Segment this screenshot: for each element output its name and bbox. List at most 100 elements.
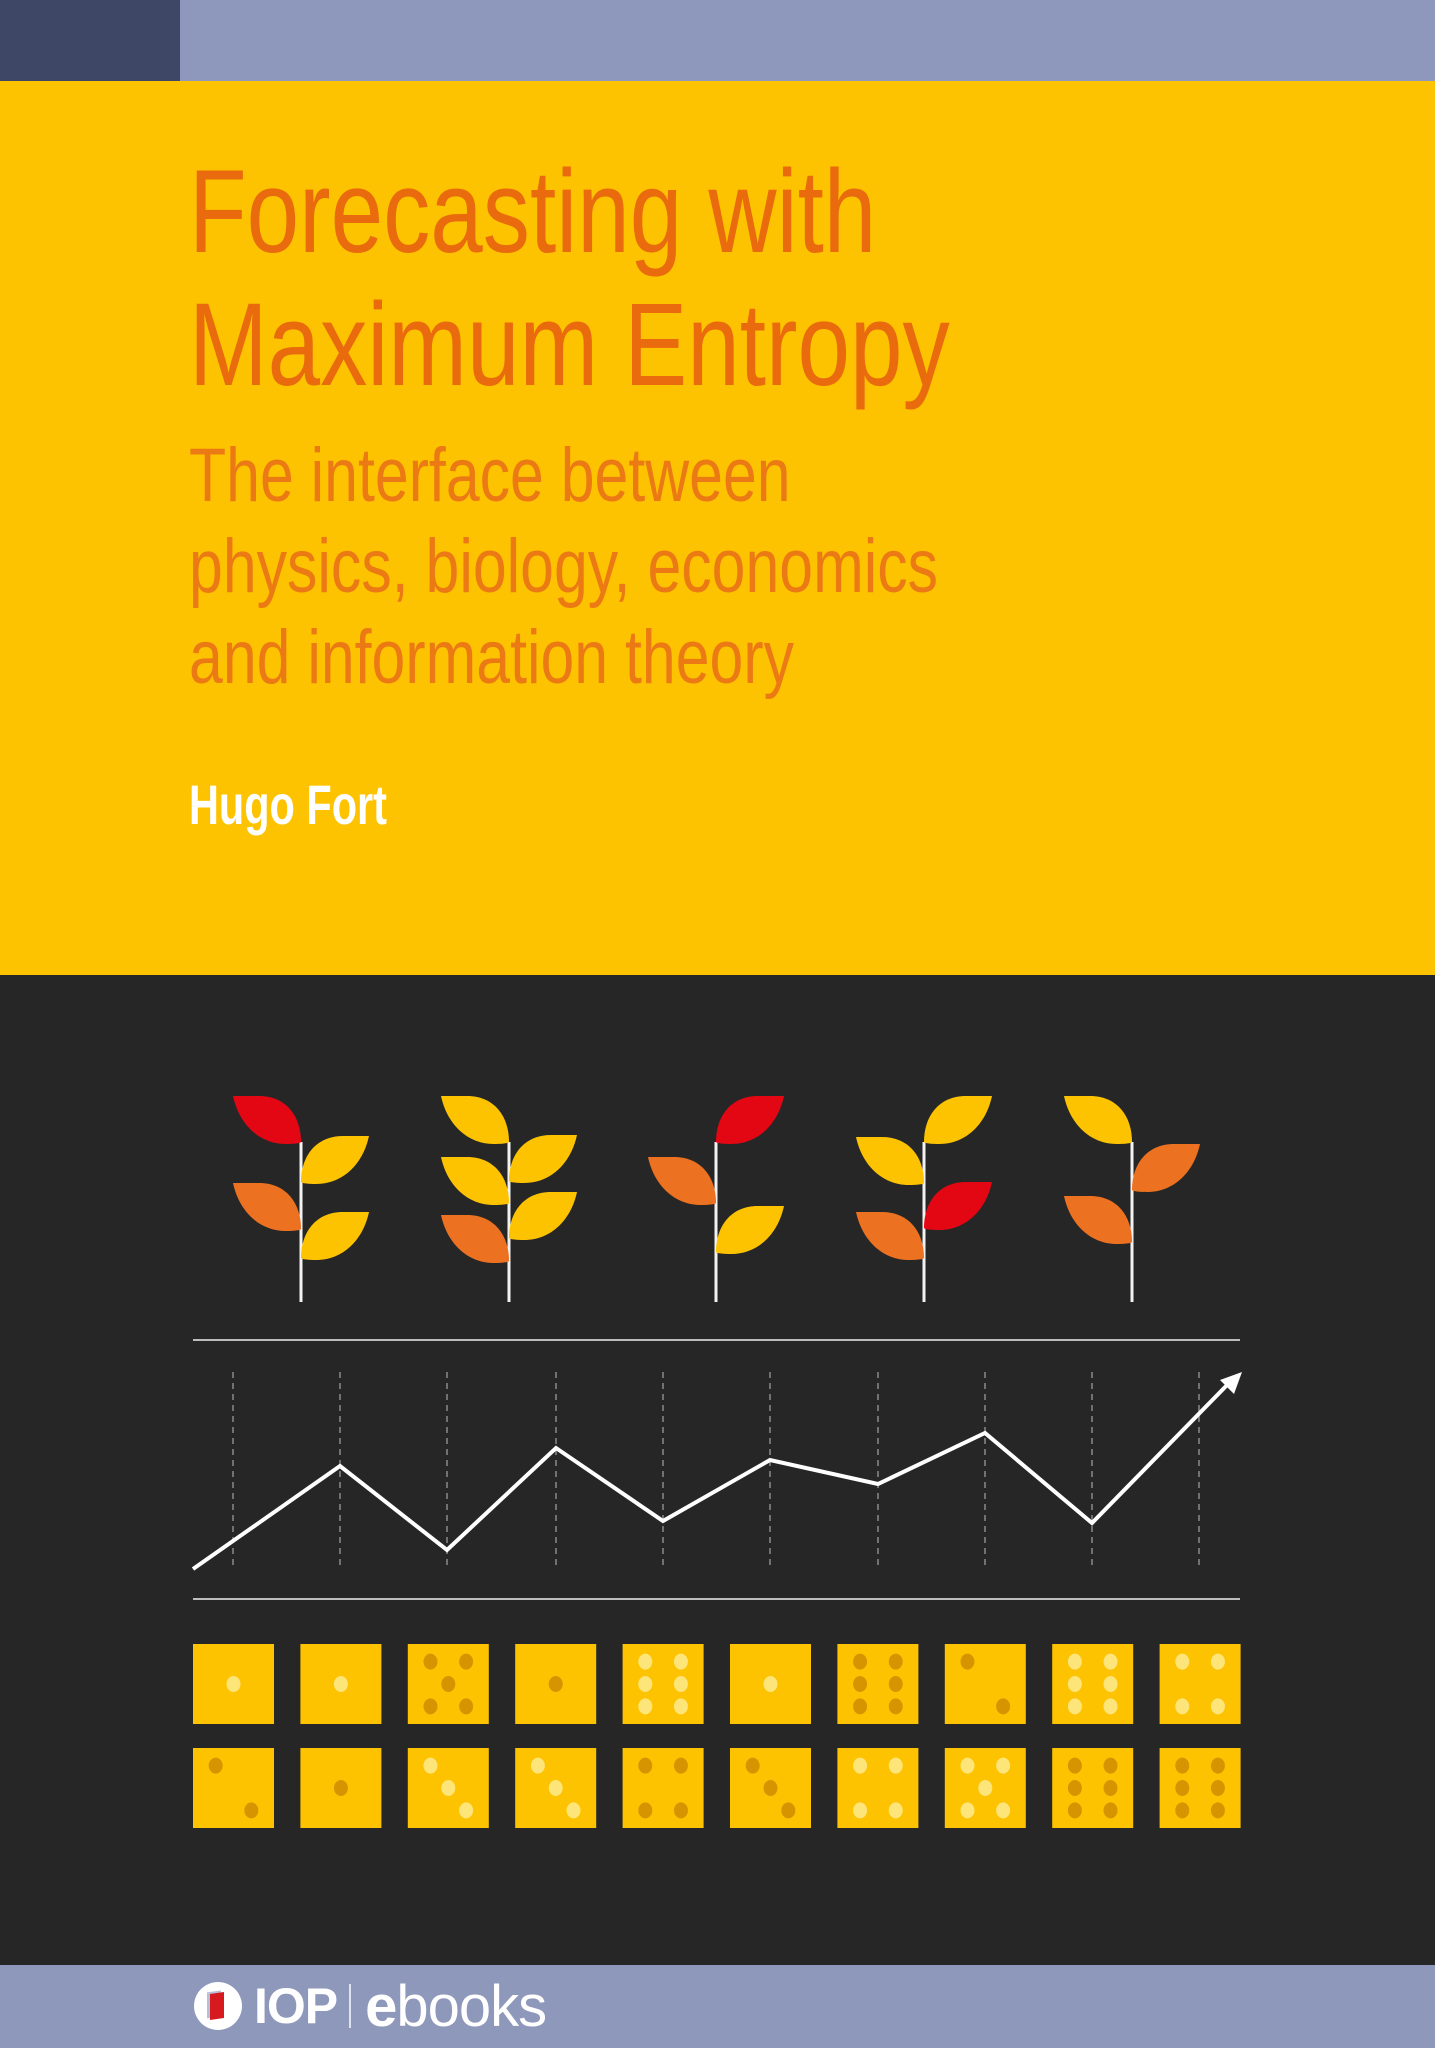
die-pip	[673, 1802, 688, 1819]
die-pip	[888, 1757, 903, 1774]
leaf-yellow	[509, 1135, 577, 1183]
die-pip	[673, 1698, 688, 1715]
die-pip	[459, 1653, 474, 1670]
die-4	[837, 1748, 919, 1828]
die-pip	[1175, 1780, 1190, 1796]
leaf-orange	[441, 1215, 509, 1263]
die-pip	[1103, 1780, 1118, 1796]
die-pip	[423, 1757, 438, 1774]
die-pip	[1067, 1676, 1082, 1692]
leaf-yellow	[509, 1192, 577, 1240]
author-name: Hugo Fort	[189, 773, 387, 836]
die-pip	[566, 1802, 581, 1819]
die-4	[1159, 1644, 1241, 1724]
die-6	[837, 1644, 919, 1724]
die-pip	[208, 1757, 223, 1774]
die-pip	[1175, 1757, 1190, 1774]
subtitle-line: The interface between	[189, 433, 791, 518]
die-pip	[763, 1676, 778, 1692]
die-pip	[745, 1757, 760, 1774]
die-pip	[781, 1802, 796, 1819]
die-pip	[441, 1676, 456, 1692]
die-pip	[960, 1757, 975, 1774]
die-pip	[1210, 1757, 1225, 1774]
leaf-red	[233, 1096, 301, 1144]
leaf-orange	[1064, 1196, 1132, 1244]
die-pip	[978, 1780, 993, 1796]
die-pip	[226, 1676, 241, 1692]
leaf-orange	[233, 1183, 301, 1231]
die-pip	[1103, 1802, 1118, 1819]
book-title: Forecasting with Maximum Entropy	[189, 146, 1140, 412]
die-6	[1052, 1748, 1134, 1828]
book-subtitle: The interface between physics, biology, …	[189, 430, 1125, 703]
die-pip	[244, 1802, 259, 1819]
leaf-red	[716, 1096, 784, 1144]
die-pip	[1175, 1653, 1190, 1670]
die-pip	[853, 1698, 868, 1715]
title-panel	[0, 81, 1435, 975]
die-pip	[996, 1802, 1011, 1819]
die-pip	[441, 1780, 456, 1796]
die-pip	[423, 1653, 438, 1670]
die-pip	[960, 1802, 975, 1819]
die-pip	[888, 1698, 903, 1715]
die-pip	[1103, 1757, 1118, 1774]
header-block	[0, 0, 180, 81]
leaf-yellow	[924, 1096, 992, 1144]
die-pip	[1067, 1780, 1082, 1796]
die-pip	[673, 1757, 688, 1774]
die-pip	[1175, 1802, 1190, 1819]
leaf-orange	[648, 1157, 716, 1205]
die-pip	[638, 1757, 653, 1774]
leaf-yellow	[301, 1212, 369, 1260]
die-pip	[1103, 1653, 1118, 1670]
die-pip	[1103, 1676, 1118, 1692]
die-pip	[638, 1802, 653, 1819]
leaf-red	[924, 1182, 992, 1230]
logo-iop-text: IOP	[254, 1978, 338, 2034]
die-pip	[888, 1802, 903, 1819]
die-6	[1052, 1644, 1134, 1724]
die-pip	[548, 1676, 563, 1692]
iop-book-icon	[194, 1982, 242, 2030]
die-pip	[333, 1676, 348, 1692]
die-pip	[996, 1757, 1011, 1774]
die-pip	[996, 1698, 1011, 1715]
die-pip	[1175, 1698, 1190, 1715]
die-pip	[638, 1698, 653, 1715]
die-6	[622, 1644, 704, 1724]
die-pip	[459, 1698, 474, 1715]
die-pip	[853, 1757, 868, 1774]
leaf-yellow	[441, 1096, 509, 1144]
die-pip	[1067, 1653, 1082, 1670]
die-pip	[1210, 1780, 1225, 1796]
trend-line	[191, 1378, 1234, 1571]
subtitle-line: and information theory	[189, 615, 794, 700]
die-pip	[1103, 1698, 1118, 1715]
die-pip	[1210, 1698, 1225, 1715]
leaf-orange	[856, 1212, 924, 1260]
die-pip	[459, 1802, 474, 1819]
die-pip	[673, 1676, 688, 1692]
die-pip	[638, 1676, 653, 1692]
publisher-logo: IOP ebooks	[194, 1973, 547, 2039]
die-pip	[333, 1780, 348, 1796]
die-pip	[888, 1676, 903, 1692]
leaf-yellow	[301, 1136, 369, 1184]
title-line: Maximum Entropy	[189, 279, 950, 411]
leaf-yellow	[1064, 1096, 1132, 1144]
leaf-yellow	[856, 1137, 924, 1185]
die-pip	[1067, 1802, 1082, 1819]
die-pip	[960, 1653, 975, 1670]
logo-ebooks-text: ebooks	[365, 1973, 547, 2039]
die-pip	[853, 1676, 868, 1692]
die-pip	[763, 1780, 778, 1796]
leaf-orange	[1132, 1144, 1200, 1192]
die-pip	[1067, 1698, 1082, 1715]
die-6	[1159, 1748, 1241, 1828]
die-pip	[423, 1698, 438, 1715]
die-pip	[548, 1780, 563, 1796]
